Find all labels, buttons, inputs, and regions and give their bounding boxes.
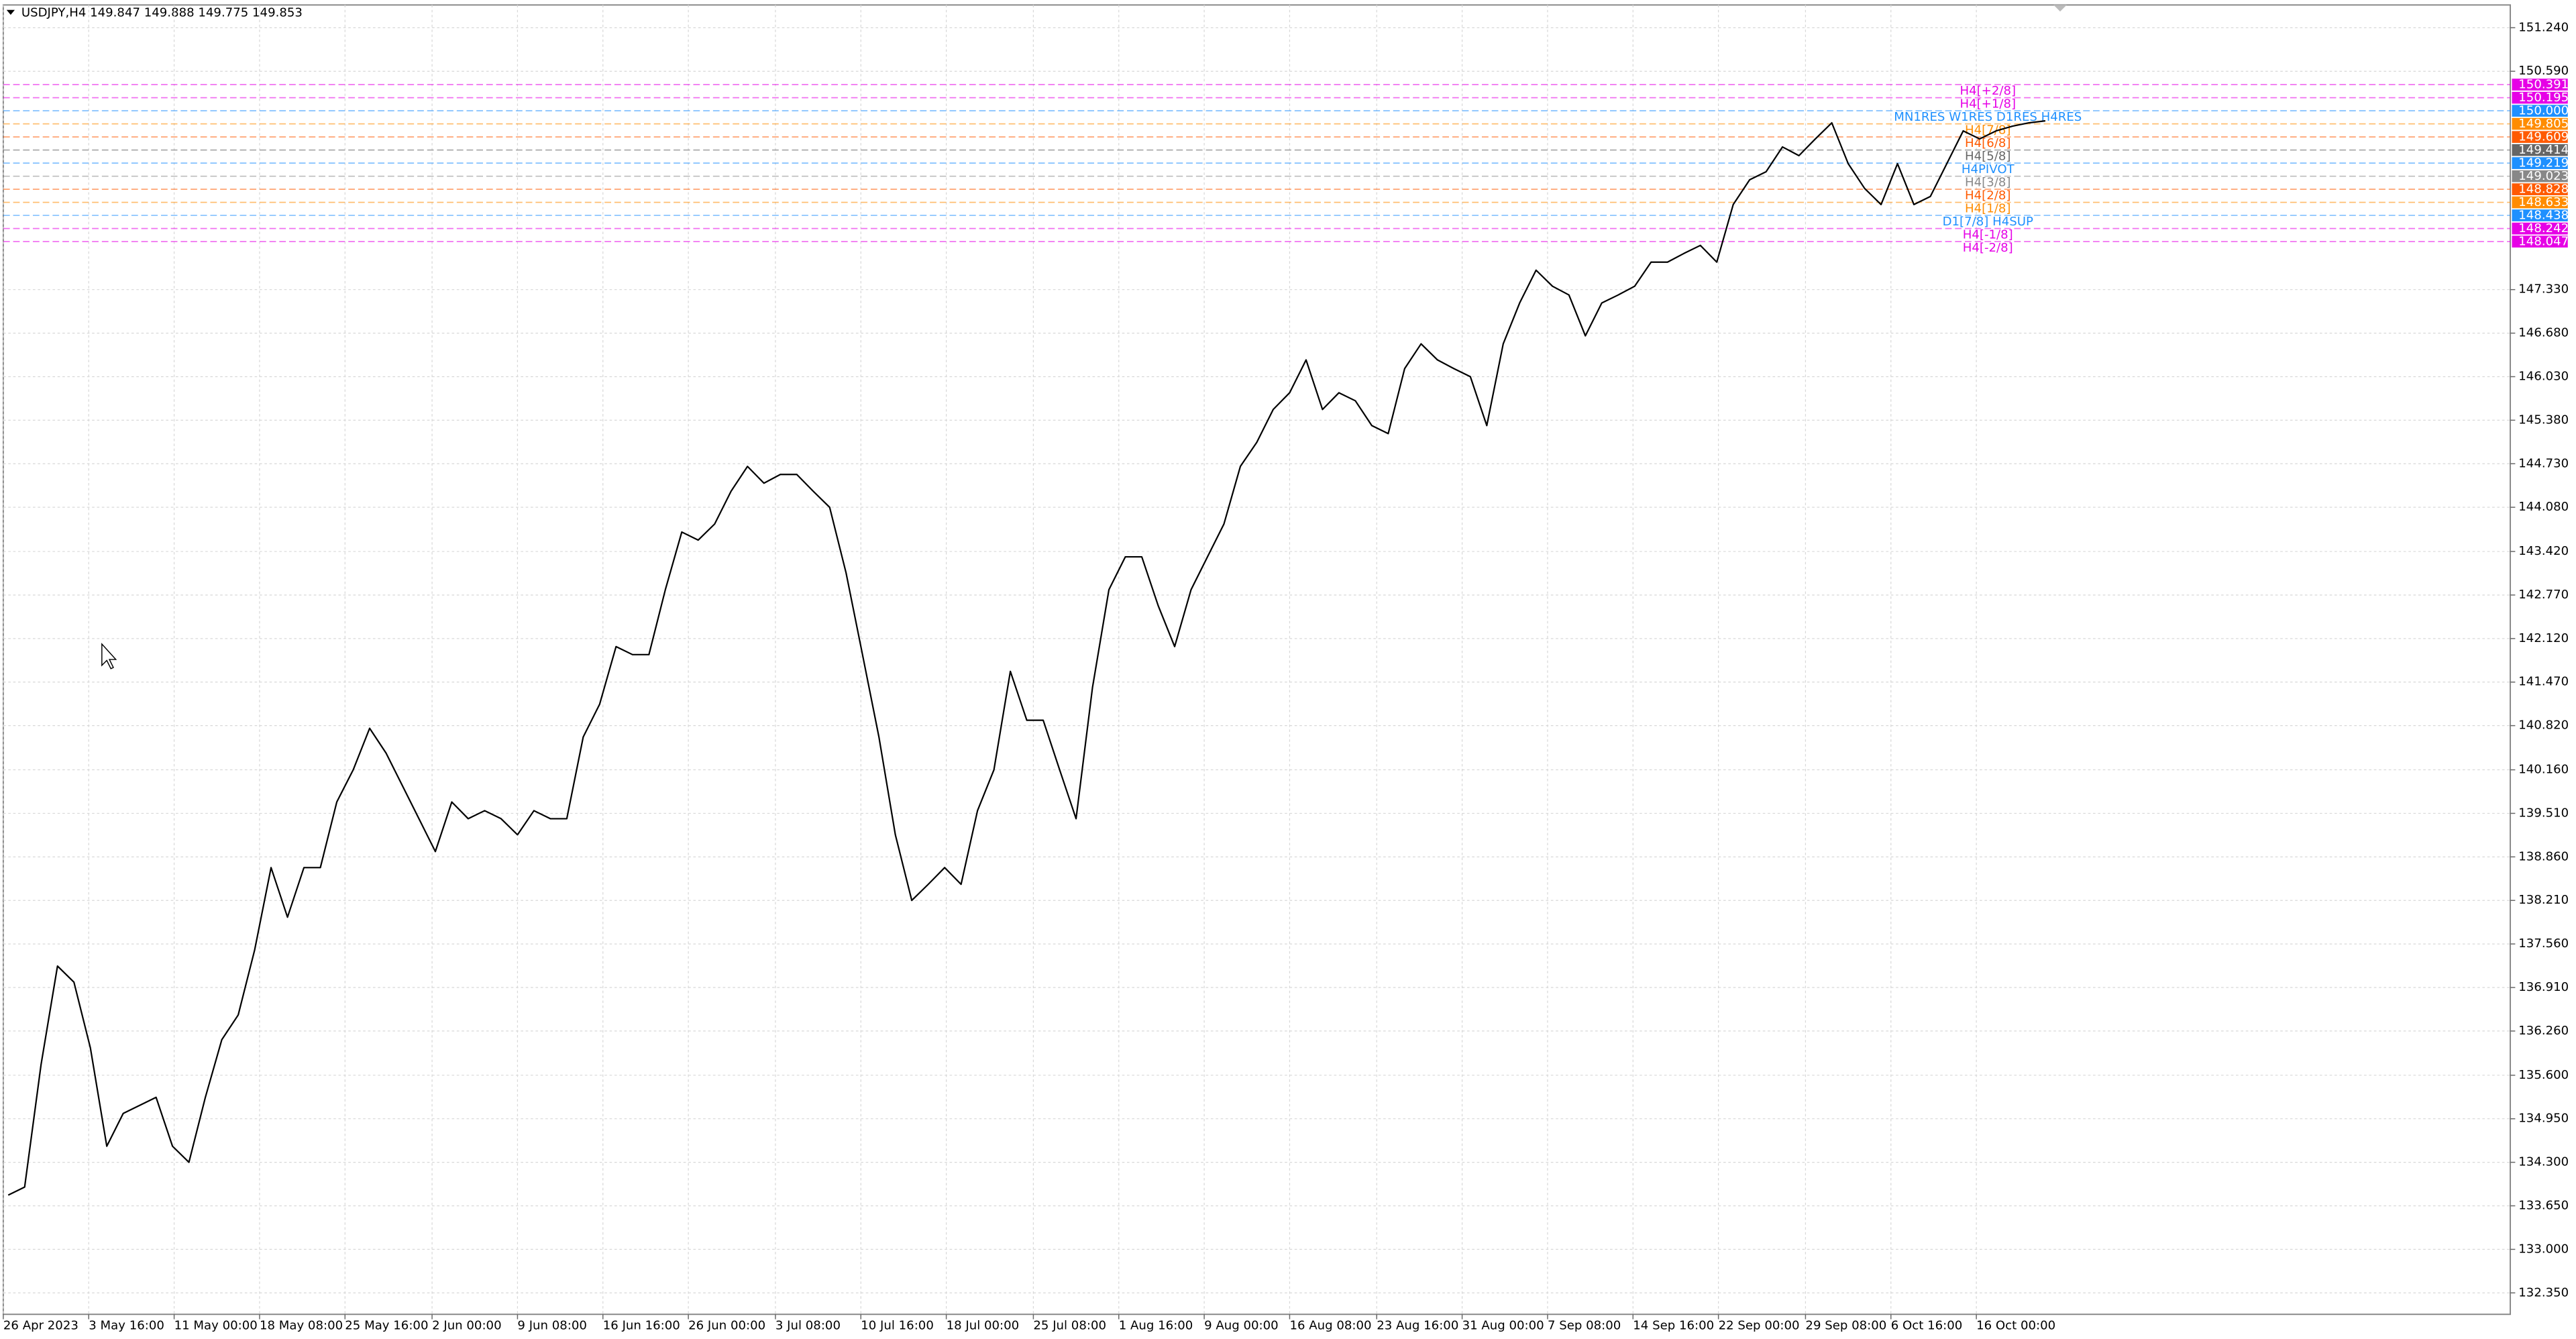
y-tick-label: 150.590 bbox=[2518, 64, 2569, 78]
y-tick-label: 138.860 bbox=[2518, 849, 2569, 863]
level-name: H4[+1/8] bbox=[1960, 97, 2016, 111]
level-name: H4[6/8] bbox=[1965, 136, 2010, 150]
level-price-label: 148.438 bbox=[2518, 209, 2569, 223]
x-tick-label: 14 Sep 16:00 bbox=[1633, 1318, 1714, 1332]
level-name: H4[+2/8] bbox=[1960, 84, 2016, 98]
plot-frame bbox=[2, 4, 2512, 1316]
level-name: H4[3/8] bbox=[1965, 175, 2010, 189]
level-name: H4[5/8] bbox=[1965, 149, 2010, 163]
level-price-label: 148.633 bbox=[2518, 195, 2569, 209]
x-tick-label: 31 Aug 00:00 bbox=[1462, 1318, 1544, 1332]
level-price-label: 149.609 bbox=[2518, 130, 2569, 144]
y-tick-label: 133.650 bbox=[2518, 1198, 2569, 1212]
x-tick-label: 16 Aug 08:00 bbox=[1289, 1318, 1371, 1332]
level-price-box bbox=[2512, 144, 2568, 156]
x-tick-label: 26 Apr 2023 bbox=[3, 1318, 78, 1332]
y-tick-label: 134.950 bbox=[2518, 1112, 2569, 1126]
level-price-box bbox=[2512, 183, 2568, 195]
y-tick-label: 144.080 bbox=[2518, 500, 2569, 514]
x-tick-label: 3 May 16:00 bbox=[89, 1318, 164, 1332]
x-tick-label: 25 Jul 08:00 bbox=[1033, 1318, 1106, 1332]
y-tick-label: 139.510 bbox=[2518, 806, 2569, 820]
x-tick-label: 29 Sep 08:00 bbox=[1805, 1318, 1886, 1332]
level-price-box bbox=[2512, 105, 2568, 117]
level-name: H4[-1/8] bbox=[1963, 227, 2013, 242]
x-tick-label: 11 May 00:00 bbox=[174, 1318, 258, 1332]
shift-marker bbox=[2053, 5, 2067, 12]
y-tick-label: 142.120 bbox=[2518, 631, 2569, 645]
x-tick-label: 3 Jul 08:00 bbox=[775, 1318, 841, 1332]
y-tick-label: 138.210 bbox=[2518, 893, 2569, 907]
y-tick-label: 146.680 bbox=[2518, 326, 2569, 340]
level-price-box bbox=[2512, 78, 2568, 91]
level-price-label: 149.023 bbox=[2518, 169, 2569, 183]
menu-arrow[interactable] bbox=[6, 9, 15, 15]
level-price-box bbox=[2512, 170, 2568, 182]
x-tick-label: 9 Jun 08:00 bbox=[517, 1318, 587, 1332]
x-tick-label: 18 May 08:00 bbox=[260, 1318, 343, 1332]
x-tick-label: 7 Sep 08:00 bbox=[1548, 1318, 1621, 1332]
y-tick-label: 140.820 bbox=[2518, 718, 2569, 733]
chart-title: USDJPY,H4 149.847 149.888 149.775 149.85… bbox=[21, 6, 303, 20]
x-tick-label: 22 Sep 00:00 bbox=[1719, 1318, 1800, 1332]
y-tick-label: 140.160 bbox=[2518, 763, 2569, 777]
y-tick-label: 147.330 bbox=[2518, 282, 2569, 297]
level-name: H4[7/8] bbox=[1965, 123, 2010, 137]
level-price-label: 149.414 bbox=[2518, 143, 2569, 157]
level-price-box bbox=[2512, 131, 2568, 143]
price-line bbox=[7, 120, 2046, 1196]
x-tick-label: 23 Aug 16:00 bbox=[1377, 1318, 1458, 1332]
y-tick-label: 136.910 bbox=[2518, 980, 2569, 994]
level-price-box bbox=[2512, 91, 2568, 104]
y-tick-label: 136.260 bbox=[2518, 1024, 2569, 1038]
y-tick-label: 145.380 bbox=[2518, 413, 2569, 427]
level-price-label: 149.219 bbox=[2518, 156, 2569, 170]
x-tick-label: 2 Jun 00:00 bbox=[432, 1318, 502, 1332]
y-tick-label: 146.030 bbox=[2518, 369, 2569, 383]
level-name: H4[2/8] bbox=[1965, 189, 2010, 203]
level-name: MN1RES W1RES D1RES H4RES bbox=[1894, 110, 2082, 124]
y-tick-label: 142.770 bbox=[2518, 588, 2569, 602]
level-price-box bbox=[2512, 235, 2568, 248]
x-tick-label: 25 May 16:00 bbox=[345, 1318, 428, 1332]
level-price-box bbox=[2512, 196, 2568, 209]
y-tick-label: 135.600 bbox=[2518, 1068, 2569, 1082]
level-price-label: 149.805 bbox=[2518, 117, 2569, 131]
level-name: H4PIVOT bbox=[1962, 162, 2015, 176]
y-tick-label: 144.730 bbox=[2518, 456, 2569, 470]
y-tick-label: 143.420 bbox=[2518, 544, 2569, 558]
level-price-label: 150.391 bbox=[2518, 78, 2569, 92]
y-tick-label: 137.560 bbox=[2518, 936, 2569, 951]
level-name: D1[7/8] H4SUP bbox=[1943, 215, 2033, 229]
level-price-label: 148.242 bbox=[2518, 221, 2569, 235]
x-tick-label: 9 Aug 00:00 bbox=[1204, 1318, 1279, 1332]
x-tick-label: 16 Oct 00:00 bbox=[1976, 1318, 2055, 1332]
y-tick-label: 132.350 bbox=[2518, 1285, 2569, 1299]
x-tick-label: 18 Jul 00:00 bbox=[947, 1318, 1020, 1332]
x-tick-label: 26 Jun 00:00 bbox=[688, 1318, 765, 1332]
y-tick-label: 141.470 bbox=[2518, 675, 2569, 689]
level-name: H4[-2/8] bbox=[1963, 241, 2013, 255]
level-price-label: 148.828 bbox=[2518, 182, 2569, 197]
y-tick-label: 134.300 bbox=[2518, 1155, 2569, 1169]
level-price-box bbox=[2512, 117, 2568, 130]
level-price-box bbox=[2512, 222, 2568, 235]
level-price-label: 150.000 bbox=[2518, 104, 2569, 118]
mouse-cursor bbox=[101, 643, 117, 670]
level-price-box bbox=[2512, 157, 2568, 169]
x-tick-label: 10 Jul 16:00 bbox=[861, 1318, 934, 1332]
x-tick-label: 6 Oct 16:00 bbox=[1891, 1318, 1963, 1332]
level-price-label: 148.047 bbox=[2518, 235, 2569, 249]
x-tick-label: 1 Aug 16:00 bbox=[1119, 1318, 1193, 1332]
y-tick-label: 151.240 bbox=[2518, 20, 2569, 34]
y-tick-label: 133.000 bbox=[2518, 1242, 2569, 1256]
level-price-box bbox=[2512, 209, 2568, 221]
x-tick-label: 16 Jun 16:00 bbox=[603, 1318, 680, 1332]
level-name: H4[1/8] bbox=[1965, 201, 2010, 215]
level-price-label: 150.195 bbox=[2518, 91, 2569, 105]
